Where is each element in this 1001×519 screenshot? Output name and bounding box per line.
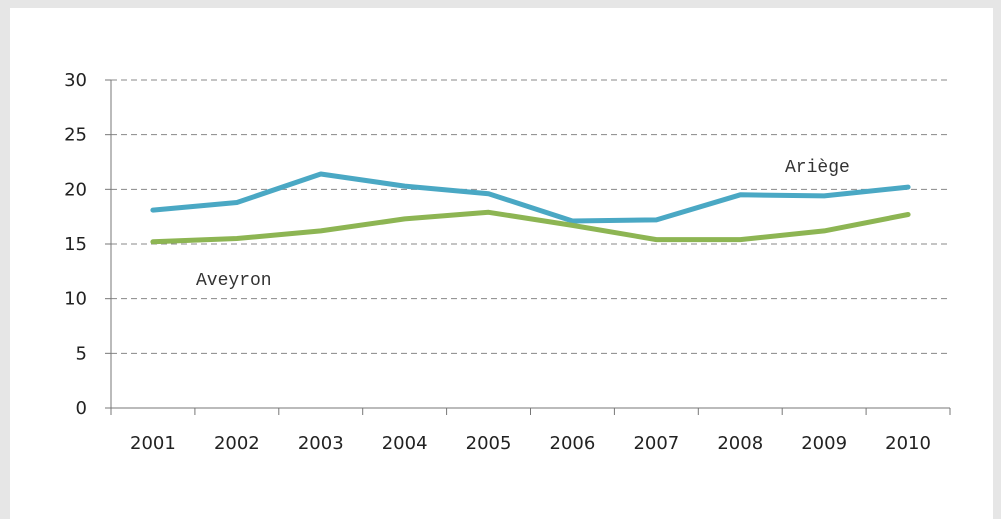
y-tick-label-25: 25 [64,125,87,146]
y-tick-label-20: 20 [64,179,87,200]
x-tick-label-2003: 2003 [298,433,344,454]
gridlines [105,79,950,409]
series-lines [150,171,911,245]
x-tick-label-2002: 2002 [214,433,260,454]
y-tick-labels: 0 5 10 15 20 25 30 [64,70,87,419]
y-tick-label-5: 5 [76,343,87,364]
x-tick-label-2008: 2008 [717,433,763,454]
x-tick-label-2006: 2006 [550,433,596,454]
x-tick-label-2010: 2010 [885,433,931,454]
series-label-aveyron: Aveyron [196,271,272,291]
x-tick-label-2001: 2001 [130,433,176,454]
y-tick-label-15: 15 [64,234,87,255]
chart-panel [10,8,993,519]
x-tick-label-2005: 2005 [466,433,512,454]
series-label-ariege: Ariège [785,158,850,178]
x-tick-marks [110,408,951,415]
x-tick-label-2009: 2009 [801,433,847,454]
x-tick-label-2004: 2004 [382,433,428,454]
x-tick-label-2007: 2007 [633,433,679,454]
y-tick-label-0: 0 [76,398,87,419]
y-tick-label-10: 10 [64,289,87,310]
y-tick-label-30: 30 [64,70,87,91]
series-line-ariege [150,171,911,224]
x-tick-labels: 2001 2002 2003 2004 2005 2006 2007 2008 2009 2010 [130,433,931,454]
series-line-aveyron [150,209,911,245]
